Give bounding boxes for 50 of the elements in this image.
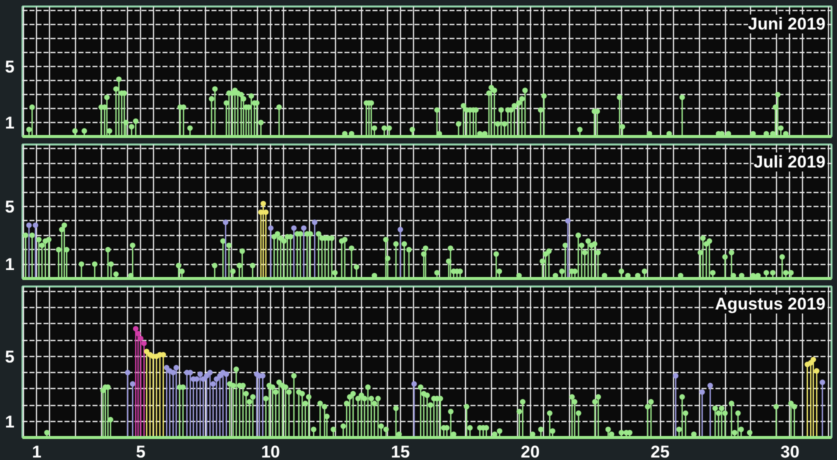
point (268, 225, 274, 231)
point (312, 220, 318, 226)
point (204, 373, 210, 379)
point (398, 226, 404, 232)
point (260, 200, 266, 206)
x-tick-label: 15 (390, 442, 410, 460)
x-tick-label: 20 (520, 442, 540, 460)
point (132, 326, 138, 332)
point (32, 222, 38, 228)
point (174, 364, 179, 370)
point (291, 225, 297, 231)
point (810, 356, 816, 362)
point (130, 381, 136, 387)
point (135, 330, 141, 336)
point (222, 220, 228, 226)
y-tick-label: 1 (5, 412, 15, 432)
point (124, 370, 130, 376)
x-tick-label: 1 (32, 442, 42, 460)
text: Juli 2019 (754, 152, 826, 172)
point (224, 371, 230, 377)
point (672, 373, 678, 379)
x-tick-label: 10 (261, 442, 280, 460)
point (217, 373, 223, 379)
text: Agustus 2019 (714, 294, 826, 314)
point (26, 222, 32, 228)
point (207, 370, 213, 376)
x-tick-label: 30 (780, 442, 800, 460)
point (144, 348, 150, 354)
point (197, 371, 203, 377)
y-tick-label: 1 (5, 114, 15, 133)
point (707, 382, 713, 388)
y-tick-label: 5 (5, 347, 15, 366)
point (210, 381, 216, 387)
point (141, 340, 147, 346)
point (699, 389, 705, 395)
point (820, 380, 826, 386)
y-tick-label: 1 (5, 255, 15, 274)
point (200, 376, 206, 382)
y-tick-label: 5 (5, 197, 15, 216)
point (170, 370, 176, 376)
y-tick-label: 5 (5, 58, 15, 77)
x-tick-label: 5 (136, 442, 146, 460)
point (263, 209, 269, 215)
point (411, 381, 417, 387)
point (164, 364, 170, 370)
point (814, 368, 820, 374)
point (301, 225, 307, 231)
x-tick-label: 25 (650, 442, 670, 460)
point (565, 218, 571, 224)
text: Juni 2019 (748, 14, 826, 34)
